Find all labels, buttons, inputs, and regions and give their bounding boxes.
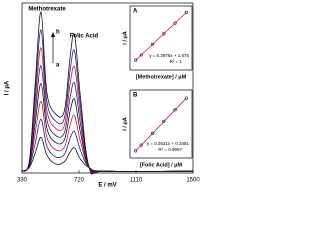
point — [139, 53, 143, 57]
trendline — [135, 97, 187, 152]
y-axis-label: I / μA — [5, 80, 11, 95]
point — [162, 119, 166, 124]
y-axis-label: I / μA — [122, 117, 128, 130]
panel-label: A — [133, 9, 138, 15]
x-tick-label: 1500 — [186, 178, 200, 184]
y-axis-label: I / μA — [122, 31, 128, 44]
x-tick-label: 1110 — [130, 178, 143, 184]
panel-label: B — [133, 93, 138, 99]
point — [139, 143, 143, 147]
x-axis-label: E / mV — [98, 183, 116, 189]
equation: y = 0.3978x + 1.675 — [149, 53, 189, 58]
point — [184, 10, 188, 14]
figure: 330 720 1110 1500 E / mV I / μA Methotrexate Fo… — [5, 2, 200, 189]
voltammogram — [21, 11, 194, 175]
r-squared: R² = 0.9997 — [158, 147, 182, 152]
point — [162, 32, 166, 36]
x-tick-label: 330 — [17, 178, 28, 184]
point — [173, 21, 177, 25]
annotation: Folic Acid — [70, 34, 99, 40]
point — [173, 108, 177, 112]
point — [150, 42, 155, 47]
x-tick-label: 720 — [74, 178, 85, 184]
point — [150, 131, 155, 135]
annotation: a — [56, 63, 60, 69]
point — [134, 149, 138, 153]
trendline — [135, 12, 187, 61]
annotation: Methotrexate — [28, 7, 66, 13]
x-axis-label: [Folic Acid] / μM — [140, 162, 183, 168]
equation: y = 0.3631x + 0.3481 — [147, 141, 190, 146]
arrow-head — [51, 32, 55, 37]
x-axis-label: [Methotrexate] / μM — [136, 74, 187, 80]
r-squared: R² = 1 — [170, 59, 183, 64]
point — [184, 96, 188, 100]
point — [134, 58, 138, 62]
annotation: h — [56, 30, 60, 36]
plot-frame — [21, 2, 194, 174]
